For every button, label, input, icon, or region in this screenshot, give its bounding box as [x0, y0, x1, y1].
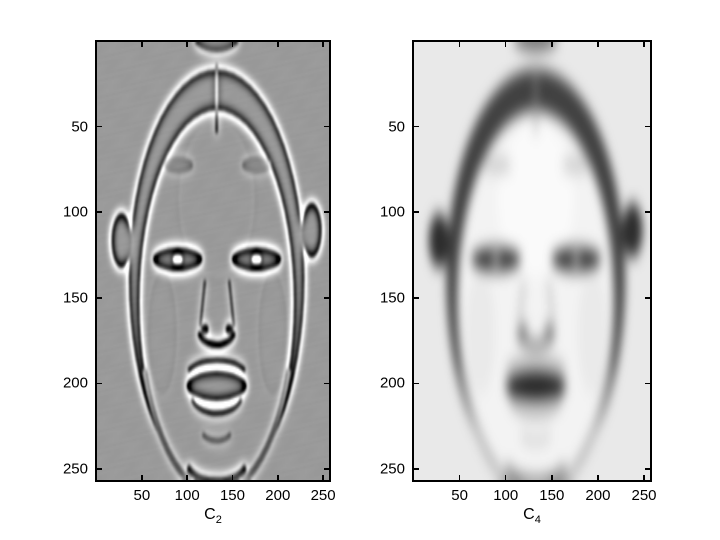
x-tick-bottom — [597, 475, 599, 480]
xlabel-c2-base: C — [204, 506, 216, 523]
panel-c4: C4 50 100 150 200 250 50 100 150 200 250 — [380, 40, 657, 526]
y-tick-label: 50 — [71, 118, 88, 136]
y-tick-label: 200 — [379, 374, 405, 392]
y-tick-left — [414, 125, 419, 128]
x-tick-label: 100 — [493, 487, 519, 504]
y-tick-right — [324, 297, 329, 299]
x-tick-bottom — [322, 475, 324, 480]
x-tick-label: 250 — [631, 487, 657, 504]
xlabel-c4-sub: 4 — [534, 514, 541, 527]
y-tick-label: 200 — [62, 374, 88, 392]
x-tick-label: 50 — [133, 487, 151, 504]
x-tick-label: 250 — [310, 487, 336, 504]
x-tick-bottom — [643, 475, 645, 480]
x-tick-bottom — [231, 475, 234, 480]
panel-c2: C2 50 100 150 200 250 50 100 150 200 250 — [63, 40, 336, 526]
x-tick-top — [186, 42, 188, 47]
x-tick-bottom — [141, 475, 143, 480]
y-tick-label: 100 — [379, 203, 405, 221]
y-tick-right — [645, 382, 650, 385]
y-tick-right — [324, 125, 329, 128]
y-tick-right — [645, 125, 650, 128]
x-tick-top — [141, 42, 143, 47]
y-tick-left — [97, 211, 102, 213]
x-tick-bottom — [186, 475, 188, 480]
x-tick-top — [504, 42, 507, 47]
y-tick-left — [414, 297, 419, 299]
y-tick-right — [324, 468, 329, 470]
c2-bandpass-face-image — [97, 42, 329, 480]
y-tick-left — [414, 211, 419, 213]
x-tick-bottom — [504, 475, 507, 480]
x-tick-label: 150 — [219, 487, 245, 504]
x-tick-top — [643, 42, 645, 47]
y-tick-left — [97, 125, 102, 128]
x-tick-label: 100 — [174, 487, 200, 504]
xlabel-c2: C2 — [204, 507, 222, 526]
x-tick-top — [322, 42, 324, 47]
y-tick-left — [97, 468, 102, 470]
y-tick-right — [645, 211, 650, 213]
x-tick-top — [277, 42, 279, 47]
x-tick-label: 150 — [539, 487, 565, 504]
y-tick-label: 150 — [379, 289, 405, 307]
y-tick-label: 250 — [379, 460, 405, 478]
x-tick-bottom — [277, 475, 279, 480]
x-tick-label: 200 — [585, 487, 611, 504]
x-tick-top — [597, 42, 599, 47]
y-tick-right — [324, 211, 329, 213]
x-tick-bottom — [551, 475, 553, 480]
y-tick-right — [324, 382, 329, 385]
x-tick-top — [551, 42, 553, 47]
y-tick-label: 250 — [62, 460, 88, 478]
y-tick-label: 50 — [388, 118, 405, 136]
c4-lowpass-face-image — [414, 42, 650, 480]
x-tick-label: 200 — [265, 487, 291, 504]
y-tick-right — [645, 468, 650, 470]
y-tick-left — [97, 382, 102, 385]
x-tick-top — [458, 42, 461, 47]
xlabel-c4: C4 — [523, 507, 541, 526]
y-tick-right — [645, 297, 650, 299]
xlabel-c2-sub: 2 — [215, 514, 222, 527]
y-tick-left — [414, 382, 419, 385]
y-tick-label: 150 — [62, 289, 88, 307]
x-tick-bottom — [458, 475, 461, 480]
y-tick-left — [414, 468, 419, 470]
x-tick-top — [231, 42, 234, 47]
y-tick-label: 100 — [62, 203, 88, 221]
xlabel-c4-base: C — [523, 506, 535, 523]
x-tick-label: 50 — [451, 487, 468, 504]
y-tick-left — [97, 297, 102, 299]
